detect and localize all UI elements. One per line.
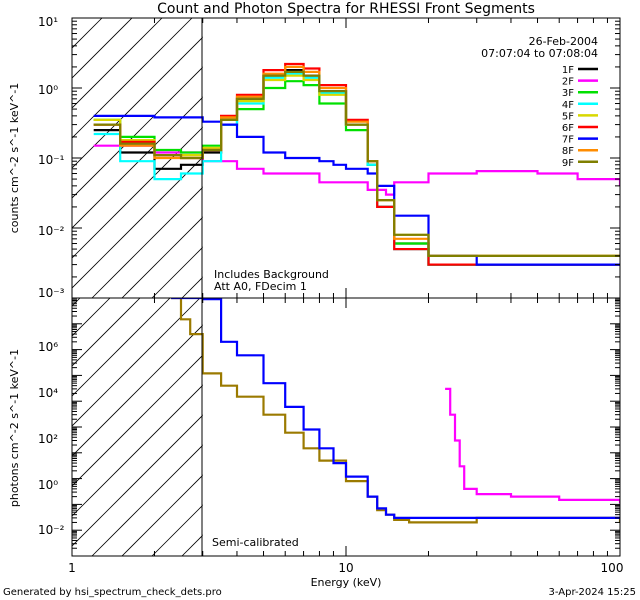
- annotation-attenuator: Att A0, FDecim 1: [214, 280, 307, 293]
- series-6F: [93, 62, 620, 266]
- hatch-line: [72, 298, 141, 367]
- hatch-line: [91, 444, 203, 556]
- legend-label-4F: 4F: [562, 100, 574, 111]
- y-tick-label: 10⁻²: [38, 224, 65, 238]
- footer-date: 3-Apr-2024 15:25: [549, 587, 636, 598]
- photon-series-common: [171, 298, 620, 524]
- count-spectra-series: [93, 62, 620, 266]
- hatch-line: [72, 66, 203, 199]
- hatched-region-bottom: [72, 298, 203, 556]
- y-tick-label: 10⁰: [38, 478, 58, 492]
- photon-series-7F: [171, 298, 620, 519]
- annotation-semi-calibrated: Semi-calibrated: [212, 536, 299, 549]
- hatch-line: [0, 18, 42, 298]
- y-tick-label: 10⁴: [38, 386, 58, 400]
- legend-label-9F: 9F: [562, 158, 574, 169]
- axis-ticks: [71, 17, 621, 557]
- y-tick-label: 10⁶: [38, 340, 58, 354]
- bottom-y-axis-label: photons cm^-2 s^-1 keV^-1: [8, 349, 21, 507]
- time-range: 07:07:04 to 07:08:04: [481, 47, 598, 60]
- chart-title: Count and Photon Spectra for RHESSI Fron…: [157, 1, 535, 17]
- y-tick-label: 10⁻³: [38, 286, 65, 300]
- y-tick-label: 10⁻¹: [38, 153, 65, 167]
- x-tick-label: 10: [338, 561, 353, 575]
- series-9F: [93, 70, 620, 257]
- hatch-line: [181, 276, 203, 298]
- photon-series-2F: [445, 387, 620, 504]
- y-tick-label: 10⁰: [38, 83, 58, 97]
- hatch-line: [72, 414, 203, 547]
- legend-label-7F: 7F: [562, 135, 574, 146]
- y-tick-label: 10²: [38, 432, 58, 446]
- x-tick-label: 100: [601, 561, 624, 575]
- series-1F: [93, 69, 620, 266]
- y-tick-label: 10¹: [38, 15, 58, 29]
- legend-label-2F: 2F: [562, 77, 574, 88]
- hatch-line: [151, 246, 203, 298]
- legend-label-8F: 8F: [562, 146, 574, 157]
- hatch-line: [72, 384, 203, 517]
- hatch-line: [72, 354, 203, 487]
- hatch-line: [151, 504, 203, 556]
- legend-label-3F: 3F: [562, 88, 574, 99]
- photon-spectra-series: [171, 298, 620, 524]
- hatch-line: [72, 324, 203, 457]
- top-y-axis-label: counts cm^-2 s^-1 keV^-1: [8, 83, 21, 234]
- footer-generated-by: Generated by hsi_spectrum_check_dets.pro: [3, 587, 222, 598]
- x-tick-label: 1: [68, 561, 76, 575]
- series-7F: [93, 114, 620, 266]
- hatch-line: [121, 216, 203, 298]
- hatch-line: [91, 186, 203, 298]
- series-5F: [93, 74, 620, 257]
- series-8F: [93, 65, 620, 257]
- hatch-line: [72, 298, 171, 397]
- annotation-background: Includes Background: [214, 268, 329, 281]
- hatch-line: [72, 298, 201, 427]
- x-axis-label: Energy (keV): [311, 576, 382, 589]
- hatch-line: [72, 18, 133, 79]
- legend-label-5F: 5F: [562, 111, 574, 122]
- hatch-line: [72, 96, 203, 229]
- legend-label-1F: 1F: [562, 65, 574, 76]
- hatch-line: [72, 18, 163, 109]
- hatch-line: [72, 18, 193, 139]
- hatch-line: [121, 474, 203, 556]
- legend-label-6F: 6F: [562, 123, 574, 134]
- observation-date: 26-Feb-2004: [529, 35, 598, 48]
- y-tick-label: 10⁻²: [38, 523, 65, 537]
